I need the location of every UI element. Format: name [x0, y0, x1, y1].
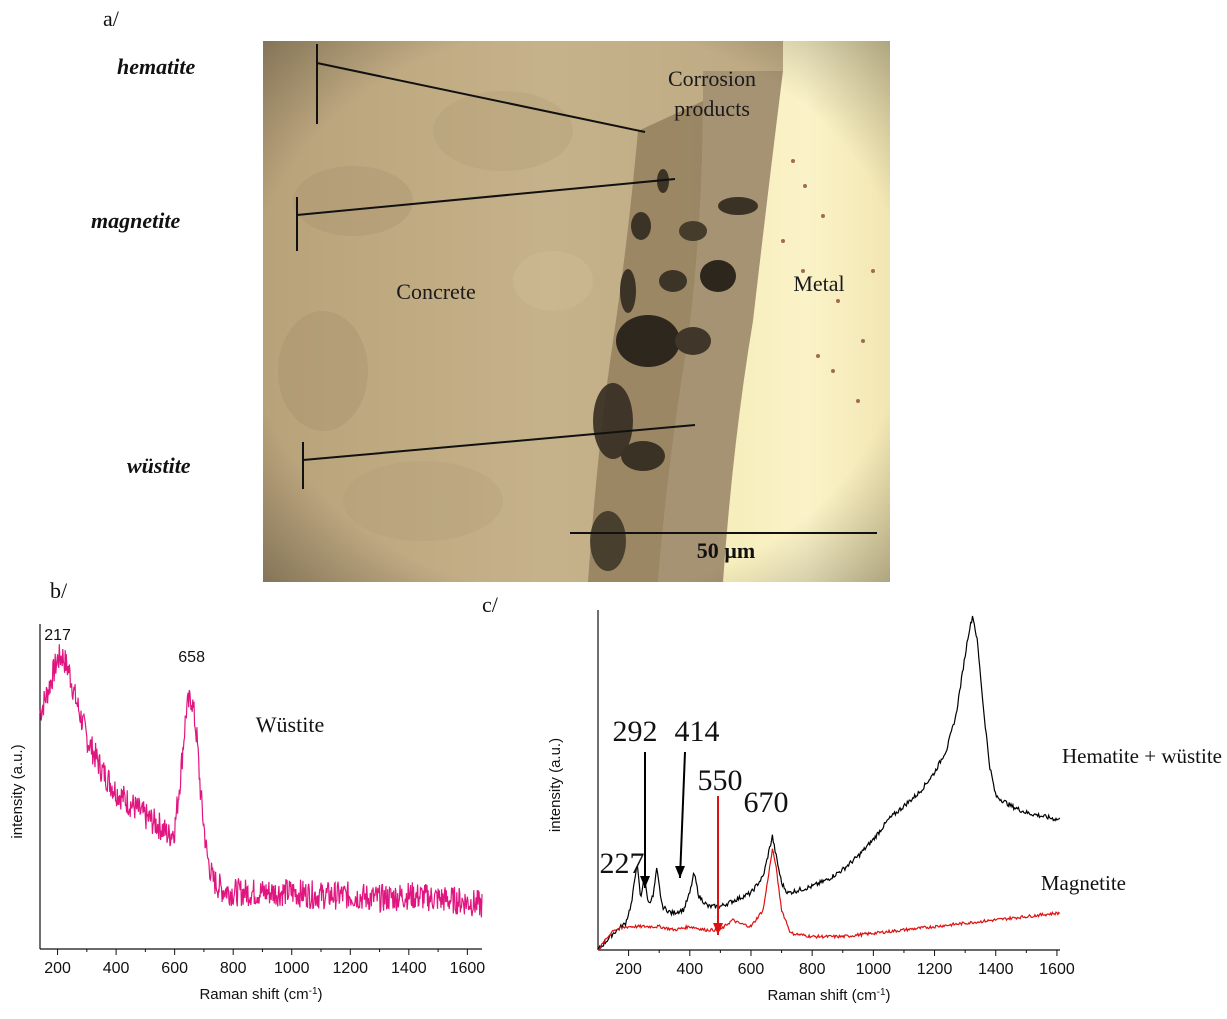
panel-c-label: c/ — [482, 592, 498, 617]
panel-a-label: a/ — [103, 6, 119, 31]
chart-b-x-axis-title: Raman shift (cm-1) — [199, 986, 322, 1004]
chart-c-peak-label: 414 — [675, 715, 720, 748]
chart-b-svg: 200 400 600 800 1000 1200 1400 1600 Raman shift … — [9, 624, 486, 1004]
chart-c-arrow-head — [713, 923, 723, 935]
chart-c-svg: 200 400 600 800 1000 1200 1400 1600 Raman shift … — [547, 610, 1222, 1005]
micrograph-image: Corrosion products Concrete Metal 50 µm — [263, 41, 890, 582]
label-hematite: hematite — [117, 54, 196, 79]
chart-c-x-tick-label: 1600 — [1039, 961, 1075, 978]
scale-bar-label: 50 µm — [697, 538, 756, 563]
wustite-pointer-line — [302, 424, 696, 461]
chart-b-x-tick-label: 600 — [161, 960, 188, 977]
chart-c-series-name: Hematite + wüstite — [1062, 744, 1222, 768]
chart-c-x-tick-label: 400 — [676, 961, 703, 978]
chart-c-arrow-head — [640, 876, 650, 888]
chart-b-x-tick-label: 800 — [220, 960, 247, 977]
label-metal: Metal — [793, 271, 844, 296]
label-magnetite: magnetite — [91, 208, 181, 233]
chart-b-x-tick-label: 1400 — [391, 960, 427, 977]
chart-b-x-tick-label: 1600 — [450, 960, 486, 977]
magnetite-pointer-line — [296, 178, 676, 216]
chart-b-peak-label: 658 — [178, 649, 205, 666]
chart-b-x-tick-label: 1200 — [332, 960, 368, 977]
chart-b-y-axis-title: intensity (a.u.) — [9, 744, 26, 838]
label-products: products — [674, 96, 750, 121]
label-wustite: wüstite — [127, 453, 191, 478]
chart-c-peak-label: 670 — [744, 786, 789, 819]
chart-b-x-axis-superscript: -1 — [309, 986, 318, 997]
chart-b-peak-label: 217 — [44, 627, 71, 644]
chart-c-magnetite-line — [597, 848, 1061, 951]
chart-b-x-tick-label: 200 — [44, 960, 71, 977]
chart-c-x-tick-label: 1200 — [917, 961, 953, 978]
chart-c-x-axis-superscript: -1 — [877, 987, 886, 998]
chart-c-peak-label: 227 — [600, 847, 645, 880]
micrograph-svg: Corrosion products Concrete Metal 50 µm — [263, 41, 890, 582]
chart-b-series-name: Wüstite — [256, 712, 324, 737]
chart-c-peak-label: 292 — [613, 715, 658, 748]
chart-b-x-tick-label: 1000 — [274, 960, 310, 977]
chart-c-x-axis-title: Raman shift (cm-1) — [767, 987, 890, 1005]
chart-c-y-axis-title: intensity (a.u.) — [547, 738, 564, 832]
chart-c-x-tick-label: 600 — [738, 961, 765, 978]
label-concrete: Concrete — [396, 279, 475, 304]
chart-c-x-tick-label: 1400 — [978, 961, 1014, 978]
chart-b-series-line — [39, 644, 483, 918]
chart-b-x-tick-label: 400 — [103, 960, 130, 977]
chart-c-peak-label: 550 — [698, 764, 743, 797]
label-corrosion: Corrosion — [668, 66, 756, 91]
chart-c-x-tick-label: 800 — [799, 961, 826, 978]
chart-c-arrow-line — [679, 751, 686, 879]
chart-c-series-name: Magnetite — [1041, 871, 1126, 895]
chart-c-x-tick-label: 1000 — [856, 961, 892, 978]
hematite-pointer-line — [316, 62, 646, 133]
chart-c-hematite-wustite-line — [597, 615, 1061, 950]
chart-c-x-tick-label: 200 — [615, 961, 642, 978]
chart-c-arrow-head — [675, 866, 685, 878]
panel-b-label: b/ — [50, 578, 68, 603]
